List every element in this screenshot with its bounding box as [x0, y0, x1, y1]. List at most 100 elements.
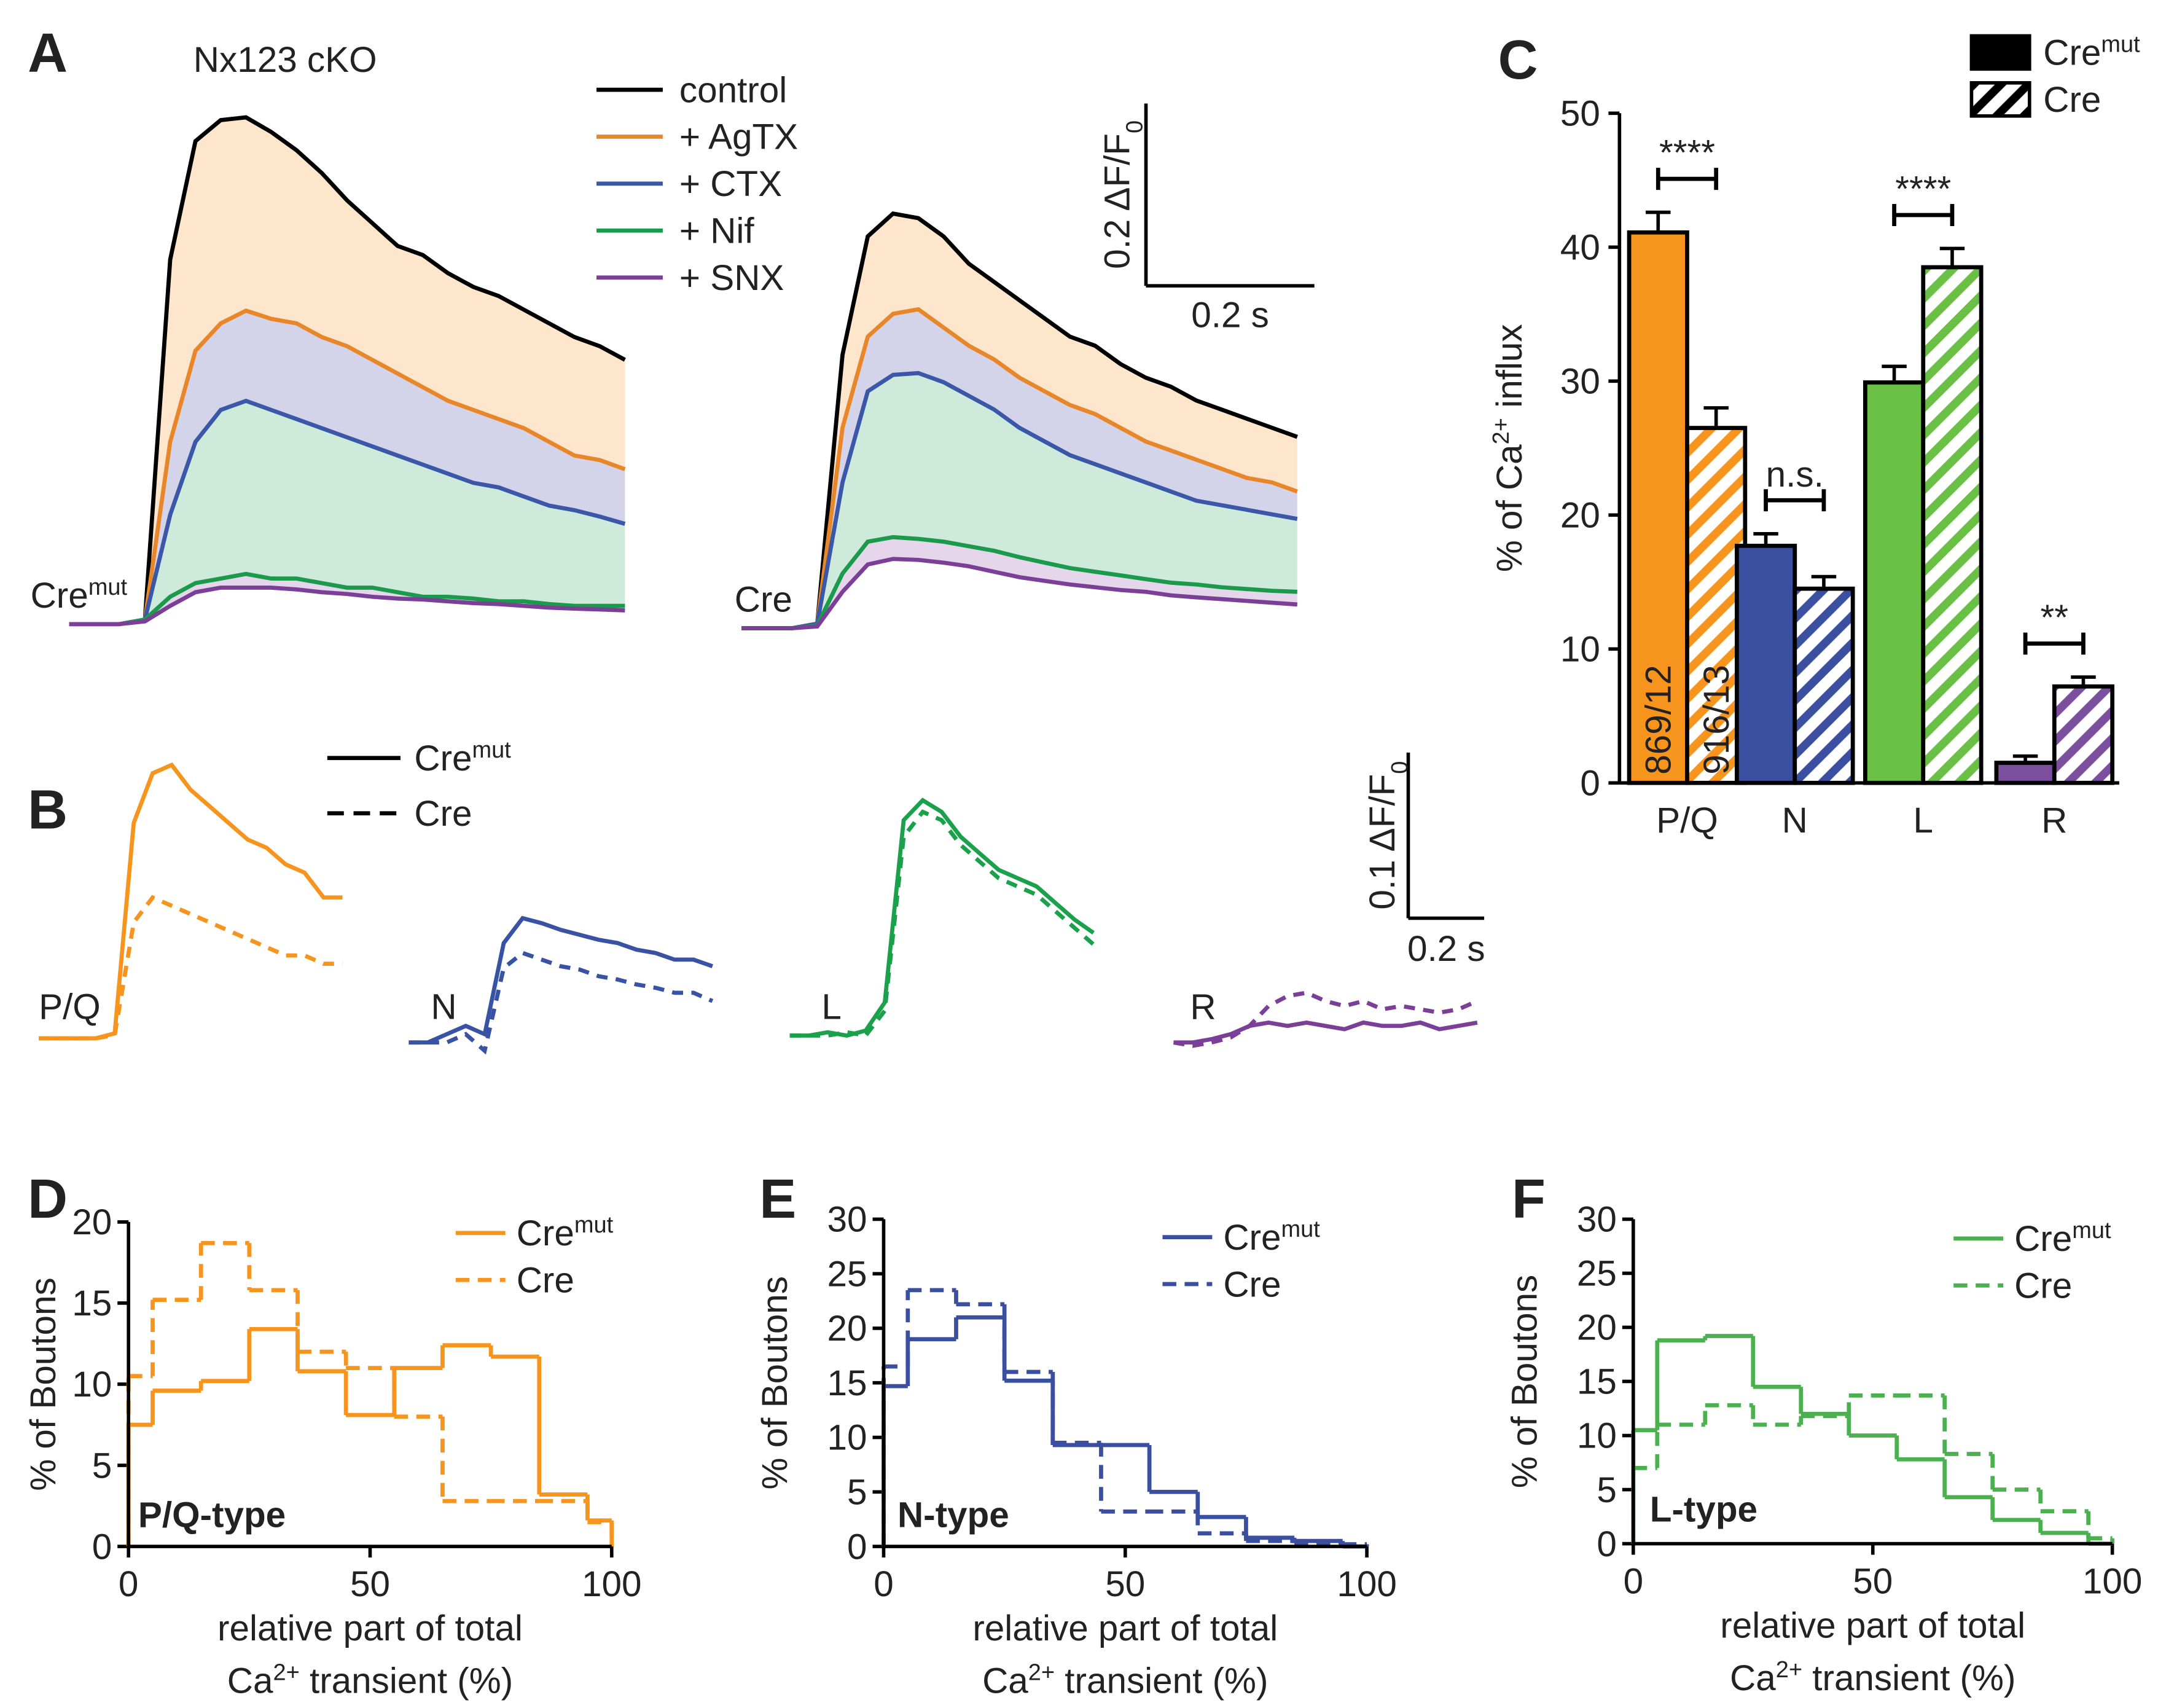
trace-line: [741, 307, 1298, 630]
scalebar-y-label-part: 0.2 ΔF/F: [1098, 133, 1138, 269]
x-tick-label: 100: [582, 1564, 641, 1604]
bar: [1921, 265, 1984, 785]
y-tick-label: 25: [827, 1254, 867, 1294]
y-tick-label: 0: [92, 1527, 112, 1567]
legend-label: Cremut: [517, 1212, 614, 1253]
x-axis-label-part: transient (%): [1055, 1661, 1268, 1701]
trace-label-part: L: [821, 987, 842, 1027]
trace-line: [69, 586, 625, 627]
y-tick-label: 20: [1560, 495, 1600, 535]
legend-swatch: [1969, 34, 2031, 71]
significance-bracket: [1656, 168, 1719, 190]
legend-label: control: [679, 70, 787, 110]
panel-label: C: [1498, 29, 1538, 91]
group-label-part: Cre: [31, 576, 88, 616]
legend-label: Cre: [2014, 1266, 2072, 1306]
legend-label-part: + AgTX: [679, 117, 798, 157]
trace-line: [1173, 1020, 1478, 1045]
legend-label: Cre: [517, 1261, 574, 1301]
y-tick-label: 30: [1560, 362, 1600, 402]
panel-label: F: [1512, 1169, 1546, 1230]
panel-label-part: E: [759, 1169, 796, 1230]
y-tick-label: 0: [847, 1527, 867, 1567]
scalebar-y-label-part: 0.1 ΔF/F: [1362, 774, 1402, 910]
legend-label-part: Cre: [517, 1213, 574, 1253]
trace-line: [741, 535, 1297, 630]
trace-line: [1173, 990, 1479, 1048]
legend-swatch: [1969, 81, 2031, 118]
panel-label-part: B: [28, 779, 68, 840]
x-tick-label: 100: [1337, 1564, 1396, 1604]
x-tick-label: 0: [1624, 1561, 1644, 1601]
legend-label: + Nif: [679, 211, 755, 251]
bar: [2052, 684, 2115, 785]
y-tick-label: 30: [1577, 1200, 1617, 1240]
x-axis-label-part: 2+: [273, 1659, 299, 1685]
panel-label-part: D: [28, 1169, 68, 1230]
legend-label: Cremut: [2014, 1218, 2111, 1259]
y-axis-label-part: influx: [1490, 324, 1530, 418]
x-tick-label: 50: [1105, 1564, 1145, 1604]
y-tick-label: 15: [827, 1363, 867, 1403]
y-axis-label-part: % of Ca: [1490, 444, 1530, 572]
significance-label: **: [2041, 598, 2068, 638]
y-axis-label-part: % of Boutons: [1505, 1275, 1545, 1489]
legend-label: Cre: [1223, 1264, 1281, 1304]
significance-bracket: [1892, 203, 1955, 226]
legend-label-part: mut: [2101, 32, 2140, 58]
trace-line: [69, 308, 626, 627]
y-tick-label: 15: [1577, 1362, 1617, 1402]
area-fill: [69, 117, 625, 624]
bar: [1735, 544, 1797, 785]
x-axis-label-part: Ca: [1730, 1658, 1776, 1698]
y-tick-label: 10: [1560, 629, 1600, 669]
x-axis-label-part: 2+: [1776, 1657, 1802, 1683]
n-label: 869/12: [1638, 665, 1678, 775]
area-fill: [741, 373, 1297, 629]
x-axis-label-part: relative part of total: [972, 1608, 1278, 1648]
bar: [1863, 380, 1926, 785]
x-tick-label: L: [1914, 801, 1934, 840]
y-axis-label: % of Boutons: [1505, 1275, 1545, 1489]
scalebar-y-label: 0.1 ΔF/F0: [1362, 761, 1413, 910]
x-axis-label-part: 2+: [1028, 1659, 1055, 1685]
legend-label: + AgTX: [679, 117, 798, 157]
legend-label: Cre: [414, 794, 472, 834]
legend-label-part: + Nif: [679, 211, 755, 251]
scalebar-x-label-part: 0.2 s: [1407, 929, 1485, 969]
group-label-part: Cre: [735, 580, 792, 620]
panel-label-part: F: [1512, 1169, 1546, 1230]
legend-label-part: mut: [1281, 1216, 1320, 1242]
y-tick-label: 20: [1577, 1308, 1617, 1348]
legend-label-part: Cre: [414, 738, 472, 778]
x-axis-label-part: relative part of total: [1720, 1605, 2025, 1645]
trace-line: [69, 571, 625, 627]
x-tick-label: N: [1782, 801, 1808, 840]
y-tick-label: 40: [1560, 228, 1600, 268]
significance-label: ****: [1895, 169, 1951, 209]
scalebar-x-label: 0.2 s: [1407, 929, 1485, 969]
scalebar-y-label-part: 0: [1387, 761, 1413, 774]
legend-label-part: Cre: [2043, 33, 2101, 73]
bar: [1792, 586, 1855, 785]
legend-label-part: mut: [2072, 1218, 2111, 1244]
scalebar-y-label: 0.2 ΔF/F0: [1098, 120, 1148, 269]
y-tick-label: 30: [827, 1200, 867, 1240]
x-tick-label: 0: [119, 1564, 139, 1604]
y-tick-label: 0: [1597, 1524, 1616, 1564]
trace-label: N: [431, 987, 456, 1027]
group-label-part: mut: [88, 574, 128, 600]
legend-label-part: Cre: [2043, 80, 2101, 120]
y-tick-label: 0: [1580, 763, 1600, 803]
panel-label: A: [28, 23, 68, 84]
x-axis-label-part: transient (%): [300, 1661, 513, 1701]
y-axis-label-part: 2+: [1488, 418, 1514, 444]
trace-line: [741, 557, 1298, 630]
x-axis-label: relative part of total: [972, 1608, 1278, 1648]
area-fill: [741, 213, 1297, 629]
scalebar-y-label-part: 0: [1122, 120, 1148, 133]
area-fill: [69, 401, 625, 624]
bar: [1994, 761, 2057, 785]
legend-label-part: Cre: [2014, 1266, 2072, 1306]
